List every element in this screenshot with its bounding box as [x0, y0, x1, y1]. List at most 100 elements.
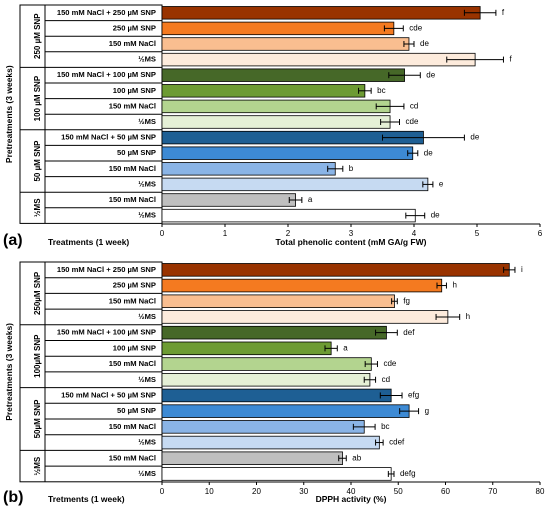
bar — [161, 193, 296, 207]
significance-letter: de — [431, 211, 440, 220]
category-label: 150 mM NaCl + 250 µM SNP — [57, 8, 156, 17]
bar — [161, 146, 414, 160]
x-tick-label: 6 — [538, 229, 543, 238]
group-label: ½MS — [33, 198, 42, 217]
pretreatments-label: Pretreatments (3 weeks) — [4, 323, 14, 421]
bar — [161, 451, 343, 465]
category-label: 150 mM NaCl — [109, 195, 156, 204]
category-label: 100 µM SNP — [113, 86, 156, 95]
significance-letter: f — [502, 8, 505, 17]
x-tick-label: 1 — [223, 229, 228, 238]
x-tick-label: 60 — [441, 487, 450, 496]
significance-letter: bc — [377, 86, 385, 95]
bar — [161, 294, 395, 308]
significance-letter: h — [466, 312, 470, 321]
significance-letter: b — [349, 164, 354, 173]
bar — [161, 467, 392, 481]
category-label: 250 µM SNP — [113, 281, 156, 290]
bar — [161, 372, 371, 387]
bar — [161, 435, 380, 450]
significance-letter: ab — [352, 453, 361, 462]
x-tick-label: 0 — [160, 487, 165, 496]
category-label: 150 mM NaCl + 250 µM SNP — [57, 265, 156, 274]
bar — [161, 263, 510, 277]
group-label: 100 µM SNP — [33, 75, 42, 121]
significance-letter: f — [509, 55, 512, 64]
significance-letter: de — [420, 39, 429, 48]
bar — [161, 21, 395, 36]
bar — [161, 325, 387, 340]
significance-letter: def — [403, 328, 415, 337]
significance-letter: de — [426, 70, 435, 79]
category-label: 50 µM SNP — [117, 406, 156, 415]
x-tick-label: 30 — [299, 487, 308, 496]
category-label: 150 mM NaCl + 100 µM SNP — [57, 328, 156, 337]
bar — [161, 52, 476, 67]
group-label: 250 µM SNP — [33, 13, 42, 59]
category-label: ½MS — [138, 438, 156, 447]
category-label: 50 µM SNP — [117, 148, 156, 157]
x-tick-label: 40 — [347, 487, 356, 496]
bar — [161, 115, 391, 129]
category-label: 150 mM NaCl — [109, 422, 156, 431]
significance-letter: defg — [400, 469, 416, 478]
bar — [161, 177, 429, 192]
category-label: 150 mM NaCl — [109, 359, 156, 368]
panel-label: (a) — [3, 232, 23, 249]
x-tick-label: 0 — [160, 229, 165, 238]
significance-letter: de — [470, 133, 479, 142]
category-label: 150 mM NaCl + 50 µM SNP — [61, 133, 156, 142]
x-axis-title: DPPH activity (%) — [316, 494, 387, 504]
category-label: 150 mM NaCl + 100 µM SNP — [57, 70, 156, 79]
x-tick-label: 5 — [475, 229, 480, 238]
category-label: 150 mM NaCl + 50 µM SNP — [61, 390, 156, 399]
significance-letter: a — [343, 343, 348, 352]
bar — [161, 404, 410, 418]
x-tick-label: 4 — [412, 229, 417, 238]
significance-letter: cde — [409, 24, 422, 33]
bar — [161, 208, 416, 223]
panel-label: (b) — [3, 489, 23, 506]
x-tick-label: 80 — [536, 487, 545, 496]
category-label: 150 mM NaCl — [109, 101, 156, 110]
group-label: 250µM SNP — [33, 271, 42, 315]
category-label: ½MS — [138, 469, 156, 478]
category-label: ½MS — [138, 179, 156, 188]
category-label: 250 µM SNP — [113, 23, 156, 32]
significance-letter: i — [521, 265, 523, 274]
category-label: ½MS — [138, 117, 156, 126]
x-tick-label: 20 — [252, 487, 261, 496]
significance-letter: a — [308, 195, 313, 204]
x-axis-title: Total phenolic content (mM GA/g FW) — [276, 237, 427, 247]
bar — [161, 84, 366, 98]
bar — [161, 68, 405, 82]
significance-letter: cde — [383, 359, 396, 368]
bar — [161, 162, 336, 176]
significance-letter: de — [424, 148, 433, 157]
group-label: ½MS — [33, 456, 42, 475]
treatments-label: Tretments (1 week) — [48, 494, 125, 504]
x-tick-label: 10 — [205, 487, 214, 496]
bar — [161, 357, 372, 371]
group-label: 50 µM SNP — [33, 140, 42, 182]
category-label: 150 mM NaCl — [109, 39, 156, 48]
category-label: ½MS — [138, 312, 156, 321]
significance-letter: efg — [408, 391, 419, 400]
category-label: 150 mM NaCl — [109, 296, 156, 305]
bar — [161, 310, 449, 324]
category-label: 150 mM NaCl — [109, 164, 156, 173]
significance-letter: h — [452, 281, 456, 290]
category-label: 100 µM SNP — [113, 343, 156, 352]
bar — [161, 341, 332, 356]
bar — [161, 278, 443, 293]
x-tick-label: 50 — [394, 487, 403, 496]
treatments-label: Treatments (1 week) — [48, 237, 129, 247]
significance-letter: cde — [406, 117, 419, 126]
significance-letter: fg — [403, 296, 410, 305]
x-tick-label: 3 — [349, 229, 354, 238]
significance-letter: bc — [381, 422, 389, 431]
category-label: 150 mM NaCl — [109, 453, 156, 462]
pretreatments-label: Pretreatments (3 weeks) — [4, 65, 14, 163]
group-label: 50µM SNP — [33, 399, 42, 439]
